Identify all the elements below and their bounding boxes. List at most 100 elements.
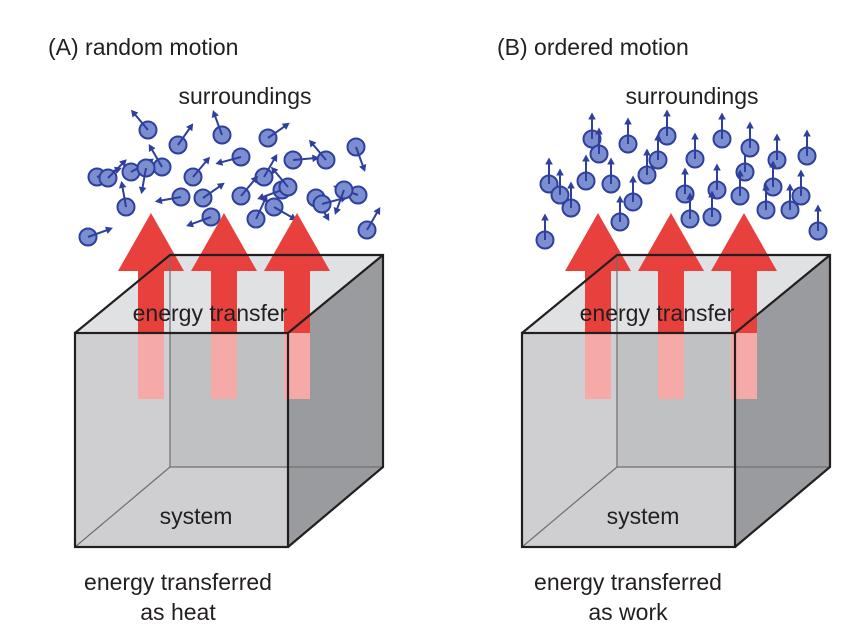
- particle: [270, 166, 298, 197]
- particle: [357, 207, 381, 240]
- particle: [767, 133, 787, 170]
- velocity-arrowhead: [624, 117, 632, 125]
- velocity-arrowhead: [607, 157, 615, 165]
- particle: [680, 192, 700, 229]
- particle: [193, 182, 225, 208]
- energy-arrow-shaft: [658, 333, 684, 399]
- energy-arrows-inside-a: [138, 333, 310, 399]
- particle: [264, 197, 297, 221]
- velocity-arrowhead: [216, 182, 225, 190]
- particle: [130, 109, 158, 140]
- panel-a-surroundings-label: surroundings: [179, 83, 312, 109]
- velocity-arrowhead: [154, 196, 163, 205]
- velocity-arrowhead: [359, 164, 367, 172]
- velocity-arrowhead: [686, 192, 694, 200]
- velocity-arrowhead: [308, 139, 317, 148]
- velocity-arrowhead: [736, 169, 744, 177]
- velocity-arrowhead: [138, 186, 147, 195]
- velocity-arrowhead: [114, 166, 122, 174]
- panel-b-caption-line2: as work: [588, 599, 668, 625]
- particle: [740, 121, 760, 158]
- panel-ordered-motion: (B) ordered motion surroundings energy t…: [497, 34, 832, 625]
- velocity-arrowhead: [148, 144, 156, 153]
- velocity-arrowhead: [616, 195, 624, 203]
- particle: [730, 169, 750, 206]
- particle: [211, 110, 232, 145]
- velocity-arrowhead: [119, 159, 127, 167]
- velocity-arrowhead: [130, 109, 139, 118]
- particle: [685, 132, 705, 169]
- velocity-arrowhead: [118, 180, 127, 189]
- cube-edges-b: [520, 253, 832, 549]
- cube-right-face: [288, 255, 383, 547]
- particle: [780, 183, 800, 220]
- velocity-arrowhead: [556, 168, 564, 176]
- velocity-arrowhead: [654, 133, 662, 141]
- panel-a-caption-line2: as heat: [140, 599, 216, 625]
- panel-a-system-label: system: [160, 503, 233, 529]
- velocity-arrowhead: [814, 204, 822, 212]
- velocity-arrowhead: [588, 112, 596, 120]
- energy-arrows-b: [565, 213, 777, 333]
- velocity-arrowhead: [281, 122, 290, 130]
- velocity-arrowhead: [250, 175, 259, 184]
- panel-b-caption-line1: energy transferred: [534, 569, 722, 595]
- velocity-arrowhead: [211, 110, 219, 118]
- velocity-arrowhead: [215, 158, 224, 166]
- particle: [258, 122, 290, 148]
- particle: [136, 158, 156, 195]
- velocity-arrowhead: [186, 123, 194, 132]
- particle: [808, 204, 828, 241]
- velocity-arrowhead: [105, 226, 113, 234]
- velocity-arrowhead: [545, 157, 553, 165]
- energy-arrow: [118, 213, 184, 333]
- velocity-arrowhead: [708, 190, 716, 198]
- energy-arrow: [264, 213, 330, 333]
- particle: [648, 133, 668, 170]
- particle: [183, 156, 211, 187]
- particle: [231, 175, 259, 206]
- particle: [308, 139, 336, 170]
- velocity-arrowhead: [541, 213, 549, 221]
- particle: [535, 213, 555, 250]
- particle: [756, 183, 776, 220]
- velocity-arrowhead: [260, 194, 268, 203]
- velocity-arrowhead: [786, 183, 794, 191]
- particle: [637, 148, 657, 185]
- velocity-arrowhead: [333, 207, 341, 215]
- panel-random-motion: (A) random motion surroundings energy tr…: [48, 34, 385, 625]
- particle: [346, 137, 367, 172]
- velocity-arrowhead: [643, 148, 651, 156]
- energy-arrow-shaft: [138, 333, 164, 399]
- particle: [154, 187, 191, 207]
- particle: [246, 194, 268, 229]
- panel-a-caption-line1: energy transferred: [84, 569, 272, 595]
- particles-ordered: [535, 109, 828, 250]
- energy-arrow-shaft: [211, 333, 237, 399]
- velocity-arrowhead: [803, 129, 811, 137]
- velocity-arrowhead: [322, 212, 330, 221]
- particle: [550, 168, 570, 205]
- particles-random: [78, 109, 381, 247]
- panel-b-title: (B) ordered motion: [497, 34, 689, 60]
- particle: [561, 181, 581, 218]
- particle: [791, 169, 811, 206]
- energy-arrows-a: [118, 213, 330, 333]
- panel-b-transfer-label: energy transfer: [580, 300, 735, 326]
- particle: [618, 117, 638, 154]
- particle: [601, 157, 621, 194]
- particle: [657, 109, 677, 146]
- velocity-arrowhead: [567, 181, 575, 189]
- energy-arrow: [638, 213, 704, 333]
- particle: [98, 159, 127, 188]
- particle: [712, 112, 732, 149]
- particle: [168, 123, 194, 155]
- particle: [333, 180, 354, 215]
- particle: [702, 190, 722, 227]
- energy-arrow: [191, 213, 257, 333]
- velocity-arrowhead: [762, 183, 770, 191]
- panel-b-surroundings-label: surroundings: [626, 83, 759, 109]
- particle: [582, 112, 602, 149]
- energy-arrow-shaft: [585, 333, 611, 399]
